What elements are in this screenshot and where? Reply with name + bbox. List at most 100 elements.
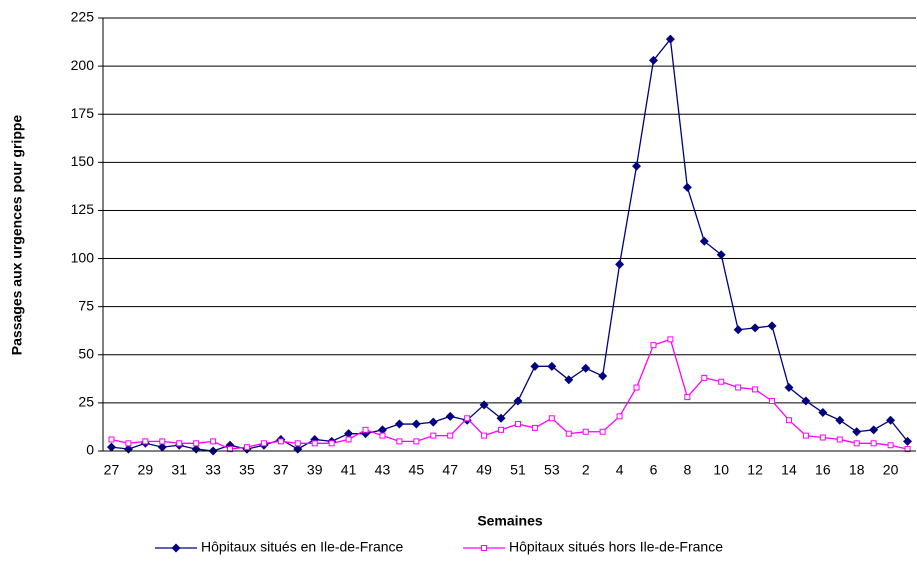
data-point	[767, 321, 777, 331]
data-point	[379, 432, 386, 439]
data-point	[750, 323, 760, 333]
data-point	[633, 384, 640, 391]
x-tick-label: 49	[476, 462, 492, 478]
legend-marker	[481, 545, 487, 551]
data-point	[142, 438, 149, 445]
data-point	[531, 424, 538, 431]
data-point	[445, 411, 455, 421]
x-tick-label: 31	[171, 462, 187, 478]
x-tick-label: 16	[815, 462, 831, 478]
x-tick-label: 39	[307, 462, 323, 478]
data-point	[227, 446, 234, 453]
data-point	[413, 438, 420, 445]
data-point	[176, 440, 183, 447]
data-point	[565, 430, 572, 437]
data-point	[632, 161, 642, 171]
data-point	[616, 413, 623, 420]
x-tick-label: 20	[883, 462, 899, 478]
data-point	[718, 378, 725, 385]
data-point	[870, 440, 877, 447]
y-tick-label: 50	[78, 345, 94, 361]
x-tick-label: 14	[781, 462, 797, 478]
x-tick-label: 4	[616, 462, 624, 478]
data-point	[344, 429, 354, 439]
data-point	[394, 419, 404, 429]
data-point	[547, 361, 557, 371]
legend-marker	[171, 543, 181, 553]
x-tick-label: 18	[849, 462, 865, 478]
data-point	[853, 440, 860, 447]
data-point	[648, 55, 658, 65]
data-point	[752, 386, 759, 393]
data-point	[125, 440, 132, 447]
data-point	[650, 342, 657, 349]
x-axis-title: Semaines	[477, 513, 543, 529]
x-tick-label: 53	[544, 462, 560, 478]
data-point	[582, 428, 589, 435]
data-point	[430, 432, 437, 439]
x-tick-label: 2	[582, 462, 590, 478]
data-point	[784, 382, 794, 392]
x-tick-label: 10	[713, 462, 729, 478]
y-tick-label: 225	[71, 9, 95, 25]
data-point	[819, 434, 826, 441]
data-point	[157, 442, 167, 452]
data-point	[496, 413, 506, 423]
y-tick-label: 200	[71, 57, 95, 73]
x-tick-label: 37	[273, 462, 289, 478]
x-tick-label: 8	[683, 462, 691, 478]
data-point	[801, 396, 811, 406]
data-point	[785, 417, 792, 424]
data-point	[701, 374, 708, 381]
data-point	[735, 384, 742, 391]
data-point	[665, 34, 675, 44]
data-point	[548, 415, 555, 422]
data-point	[581, 363, 591, 373]
data-point	[887, 442, 894, 449]
x-tick-label: 43	[375, 462, 391, 478]
data-point	[733, 325, 743, 335]
y-tick-label: 0	[86, 442, 94, 458]
y-tick-label: 125	[71, 201, 95, 217]
data-point	[106, 442, 116, 452]
data-point	[684, 394, 691, 401]
data-point	[396, 438, 403, 445]
y-tick-label: 175	[71, 105, 95, 121]
data-point	[277, 438, 284, 445]
x-tick-label: 45	[409, 462, 425, 478]
y-tick-label: 75	[78, 297, 94, 313]
data-point	[479, 400, 489, 410]
data-point	[513, 396, 523, 406]
data-point	[193, 440, 200, 447]
data-point	[294, 440, 301, 447]
y-tick-label: 150	[71, 153, 95, 169]
data-point	[836, 436, 843, 443]
data-point	[481, 432, 488, 439]
data-point	[852, 427, 862, 437]
data-point	[886, 415, 896, 425]
x-tick-label: 35	[239, 462, 255, 478]
data-point	[447, 432, 454, 439]
legend-label: Hôpitaux situés hors Ile-de-France	[509, 539, 723, 555]
y-tick-label: 25	[78, 394, 94, 410]
data-point	[311, 440, 318, 447]
data-point	[818, 408, 828, 418]
data-point	[699, 236, 709, 246]
data-point	[328, 440, 335, 447]
data-point	[498, 426, 505, 433]
data-point	[260, 440, 267, 447]
x-tick-label: 12	[747, 462, 763, 478]
data-point	[615, 259, 625, 269]
x-tick-label: 29	[138, 462, 154, 478]
data-point	[464, 415, 471, 422]
x-tick-label: 6	[650, 462, 658, 478]
data-point	[210, 438, 217, 445]
data-point	[159, 438, 166, 445]
x-tick-label: 33	[205, 462, 221, 478]
data-point	[682, 182, 692, 192]
data-point	[667, 336, 674, 343]
data-point	[903, 436, 913, 446]
data-point	[345, 436, 352, 443]
data-point	[599, 428, 606, 435]
x-tick-label: 51	[510, 462, 526, 478]
